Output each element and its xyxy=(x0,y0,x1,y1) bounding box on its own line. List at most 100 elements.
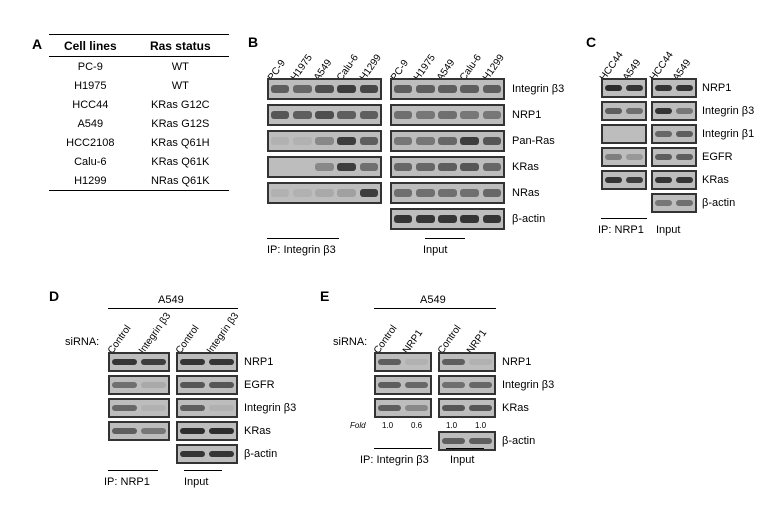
blot-lane xyxy=(436,106,458,124)
blot-lane xyxy=(291,158,313,176)
blot-row xyxy=(176,398,238,418)
blot-lane xyxy=(440,400,467,416)
ip-line xyxy=(374,448,432,449)
fold-value: 1.0 xyxy=(382,421,393,430)
blot-lane xyxy=(178,377,207,393)
blot-lane xyxy=(440,354,467,370)
blot-lane xyxy=(414,106,436,124)
blot-lane xyxy=(603,149,624,165)
blot-lane xyxy=(313,80,335,98)
blot-lane xyxy=(392,184,414,202)
blot-lane xyxy=(139,400,168,416)
blot-lane xyxy=(139,423,168,439)
ip-line xyxy=(446,448,484,449)
table-col-header: Ras status xyxy=(132,35,229,57)
blot-lane xyxy=(207,446,236,462)
blot-lane xyxy=(674,80,695,96)
blot-lane xyxy=(207,400,236,416)
blot-band xyxy=(271,137,290,144)
target-label: NRP1 xyxy=(512,109,541,121)
blot-row xyxy=(601,101,647,121)
blot-band xyxy=(469,359,492,365)
blot-band xyxy=(626,177,644,183)
blot-band xyxy=(438,85,457,92)
blot-band xyxy=(676,154,694,160)
blot-band xyxy=(442,438,465,444)
blot-lane xyxy=(467,377,494,393)
blot-row xyxy=(267,104,382,126)
blot-lane xyxy=(269,158,291,176)
blot-lane xyxy=(392,210,414,228)
table-cell: NRas Q61K xyxy=(132,171,229,191)
blot-lane xyxy=(392,80,414,98)
table-col-header: Cell lines xyxy=(49,35,132,57)
blot-row xyxy=(651,124,697,144)
blot-row xyxy=(267,156,382,178)
blot-lane xyxy=(291,184,313,202)
blot-band xyxy=(360,85,379,92)
blot-band xyxy=(416,189,435,196)
blot-lane xyxy=(358,132,380,150)
table-row: HCC44KRas G12C xyxy=(49,95,229,114)
blot-band xyxy=(626,108,644,114)
table-cell: Calu-6 xyxy=(49,152,132,171)
blot-lane xyxy=(207,354,236,370)
blot-lane xyxy=(436,210,458,228)
target-label: Integrin β3 xyxy=(502,379,554,391)
blot-band xyxy=(112,428,136,434)
blot-lane xyxy=(110,400,139,416)
blot-band xyxy=(655,85,673,91)
blot-row xyxy=(267,182,382,204)
blot-row xyxy=(438,398,496,418)
blot-band xyxy=(460,137,479,144)
table-cell: PC-9 xyxy=(49,57,132,77)
sirna-label: siRNA: xyxy=(65,336,99,348)
blot-row xyxy=(601,78,647,98)
blot-row xyxy=(651,78,697,98)
blot-band xyxy=(676,131,694,137)
blot-lane xyxy=(436,80,458,98)
blot-row xyxy=(438,352,496,372)
blot-lane xyxy=(414,184,436,202)
blot-band xyxy=(360,111,379,118)
blot-band xyxy=(460,215,479,222)
blot-row xyxy=(651,147,697,167)
blot-lane xyxy=(178,354,207,370)
blot-lane xyxy=(481,132,503,150)
blot-band xyxy=(394,111,413,118)
ip-line xyxy=(267,238,339,239)
blot-band xyxy=(394,85,413,92)
blot-lane xyxy=(392,158,414,176)
blot-band xyxy=(438,111,457,118)
lane-label: Integrin β3 xyxy=(205,311,241,356)
blot-band xyxy=(438,163,457,170)
blot-lane xyxy=(269,132,291,150)
blot-lane xyxy=(653,149,674,165)
blot-band xyxy=(180,359,204,365)
blot-band xyxy=(209,359,233,365)
blot-band xyxy=(378,359,401,365)
input-label: Input xyxy=(423,244,447,256)
blot-row xyxy=(601,170,647,190)
blot-lane xyxy=(459,106,481,124)
blot-lane xyxy=(207,377,236,393)
input-label: Input xyxy=(184,476,208,488)
blot-band xyxy=(416,137,435,144)
blot-row xyxy=(176,375,238,395)
blot-lane xyxy=(269,106,291,124)
blot-row xyxy=(390,104,505,126)
blot-band xyxy=(378,382,401,388)
blot-lane xyxy=(653,80,674,96)
blot-band xyxy=(438,137,457,144)
target-label: Integrin β3 xyxy=(702,105,754,117)
target-label: KRas xyxy=(702,174,729,186)
target-label: β-actin xyxy=(244,448,277,460)
blot-lane xyxy=(403,377,430,393)
blot-band xyxy=(483,137,502,144)
blot-lane xyxy=(139,354,168,370)
target-label: β-actin xyxy=(702,197,735,209)
blot-band xyxy=(293,137,312,144)
blot-band xyxy=(676,177,694,183)
blot-band xyxy=(337,85,356,92)
fold-value: 0.6 xyxy=(411,421,422,430)
